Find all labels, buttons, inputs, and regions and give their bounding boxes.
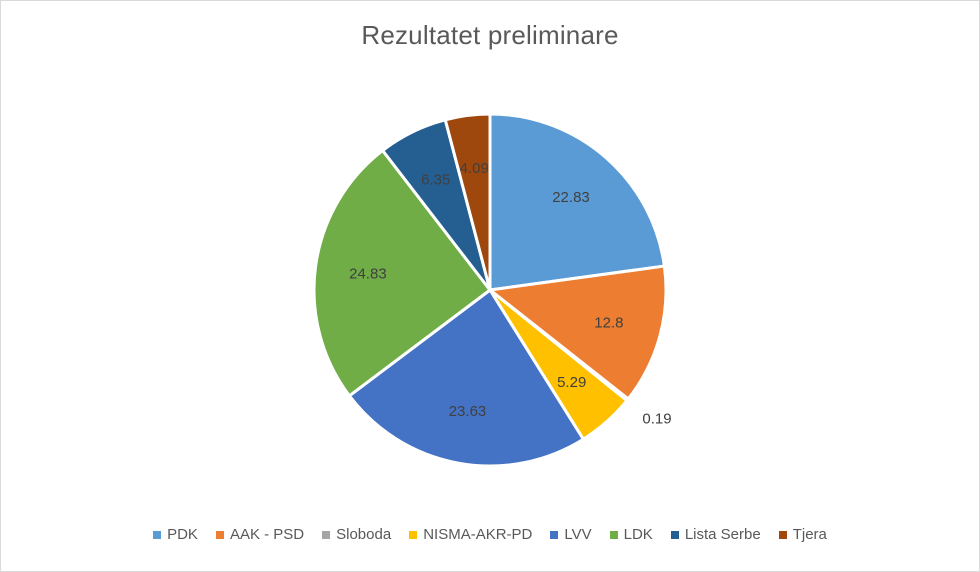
legend-swatch — [409, 530, 418, 539]
legend-label: LVV — [564, 526, 592, 543]
pie-slice-ldk — [312, 148, 493, 398]
pie-slice-lvv — [347, 287, 586, 468]
legend-item-ldk: LDK — [609, 526, 653, 543]
pie-slice-pdk — [488, 112, 667, 292]
legend-swatch — [215, 530, 224, 539]
legend-item-aak-psd: AAK - PSD — [215, 526, 305, 543]
legend-label: PDK — [167, 526, 198, 543]
legend-label: LDK — [623, 526, 653, 543]
chart-title: Rezultatet preliminare — [361, 20, 619, 50]
pie-slices — [312, 112, 668, 468]
data-label-lvv: 23.63 — [449, 403, 487, 420]
legend-item-tjera: Tjera — [778, 526, 827, 543]
legend-label: NISMA-AKR-PD — [423, 526, 533, 543]
legend-swatch — [609, 530, 618, 539]
legend-item-pdk: PDK — [153, 526, 198, 543]
legend-swatch — [322, 530, 331, 539]
pie-slice-aak-psd — [486, 264, 668, 402]
data-label-ldk: 24.83 — [349, 265, 387, 282]
data-label-lista-serbe: 6.35 — [421, 171, 450, 188]
data-label-tjera: 4.09 — [460, 160, 489, 177]
data-label-pdk: 22.83 — [552, 189, 590, 206]
data-label-sloboda: 0.19 — [642, 411, 671, 428]
legend-label: AAK - PSD — [229, 526, 305, 543]
legend-swatch — [550, 530, 559, 539]
legend-item-sloboda: Sloboda — [322, 526, 391, 543]
legend-item-lvv: LVV — [550, 526, 592, 543]
data-label-nisma-akr-pd: 5.29 — [557, 374, 586, 391]
legend-label: Sloboda — [336, 526, 392, 543]
legend-item-lista-serbe: Lista Serbe — [670, 526, 761, 543]
pie-slice-tjera — [443, 112, 492, 291]
legend-label: Lista Serbe — [684, 526, 761, 543]
legend-swatch — [670, 530, 679, 539]
legend-swatch — [153, 530, 162, 539]
data-label-aak-psd: 12.8 — [594, 314, 623, 331]
pie-data-labels: 22.83 12.8 0.19 5.29 23.63 24.83 6.35 4.09 — [349, 160, 671, 428]
chart-legend: PDK AAK - PSD Sloboda NISMA-AKR-PD LVV LDK Lis… — [0, 526, 980, 543]
legend-swatch — [778, 530, 787, 539]
legend-label: Tjera — [792, 526, 827, 543]
legend-item-nisma-akr-pd: NISMA-AKR-PD — [409, 526, 532, 543]
